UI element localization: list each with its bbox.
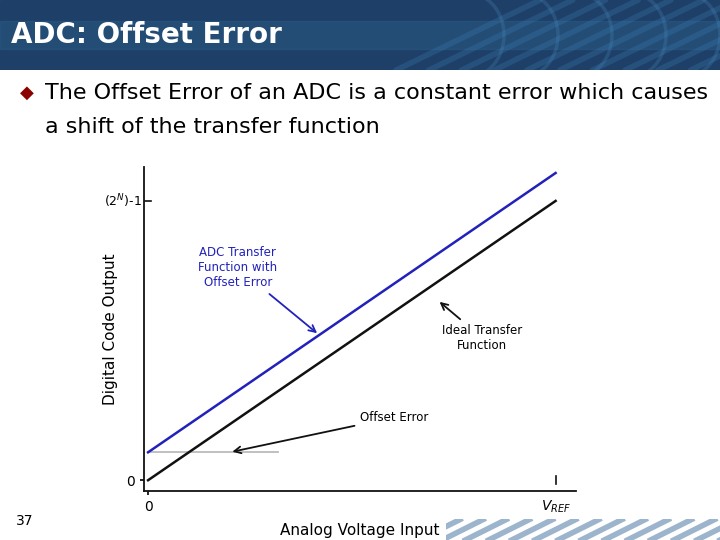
Y-axis label: Digital Code Output: Digital Code Output xyxy=(103,254,118,405)
Text: Offset Error: Offset Error xyxy=(234,411,428,453)
Text: ADC Transfer
Function with
Offset Error: ADC Transfer Function with Offset Error xyxy=(198,246,315,332)
Text: The Offset Error of an ADC is a constant error which causes: The Offset Error of an ADC is a constant… xyxy=(45,83,708,103)
X-axis label: Analog Voltage Input: Analog Voltage Input xyxy=(280,523,440,538)
Bar xyxy=(0,21,720,49)
Text: 37: 37 xyxy=(16,514,33,528)
Text: $V_{REF}$: $V_{REF}$ xyxy=(541,498,571,515)
Text: ◆: ◆ xyxy=(20,84,35,102)
Text: Ideal Transfer
Function: Ideal Transfer Function xyxy=(441,303,523,352)
Text: (2$^N$)-1: (2$^N$)-1 xyxy=(104,192,142,210)
Text: ADC: Offset Error: ADC: Offset Error xyxy=(11,21,282,49)
Text: a shift of the transfer function: a shift of the transfer function xyxy=(45,117,379,137)
